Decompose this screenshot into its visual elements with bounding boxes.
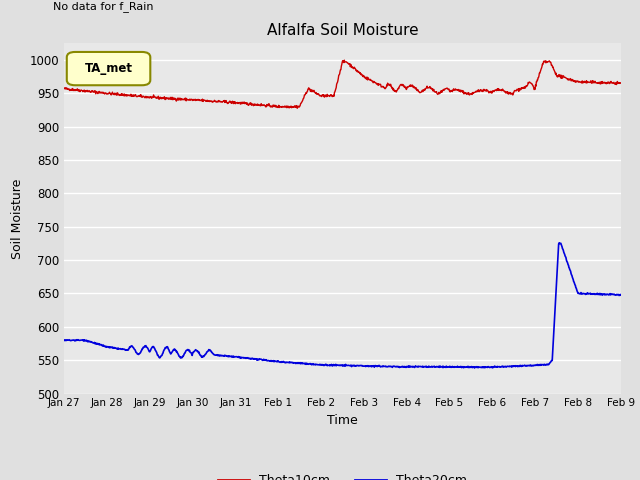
Text: TA_met: TA_met [84,62,132,75]
X-axis label: Time: Time [327,414,358,427]
FancyBboxPatch shape [67,52,150,85]
Y-axis label: Soil Moisture: Soil Moisture [11,178,24,259]
Title: Alfalfa Soil Moisture: Alfalfa Soil Moisture [267,23,418,38]
Legend: Theta10cm, Theta20cm: Theta10cm, Theta20cm [212,469,472,480]
Text: No data for f_Rain: No data for f_Rain [53,1,154,12]
